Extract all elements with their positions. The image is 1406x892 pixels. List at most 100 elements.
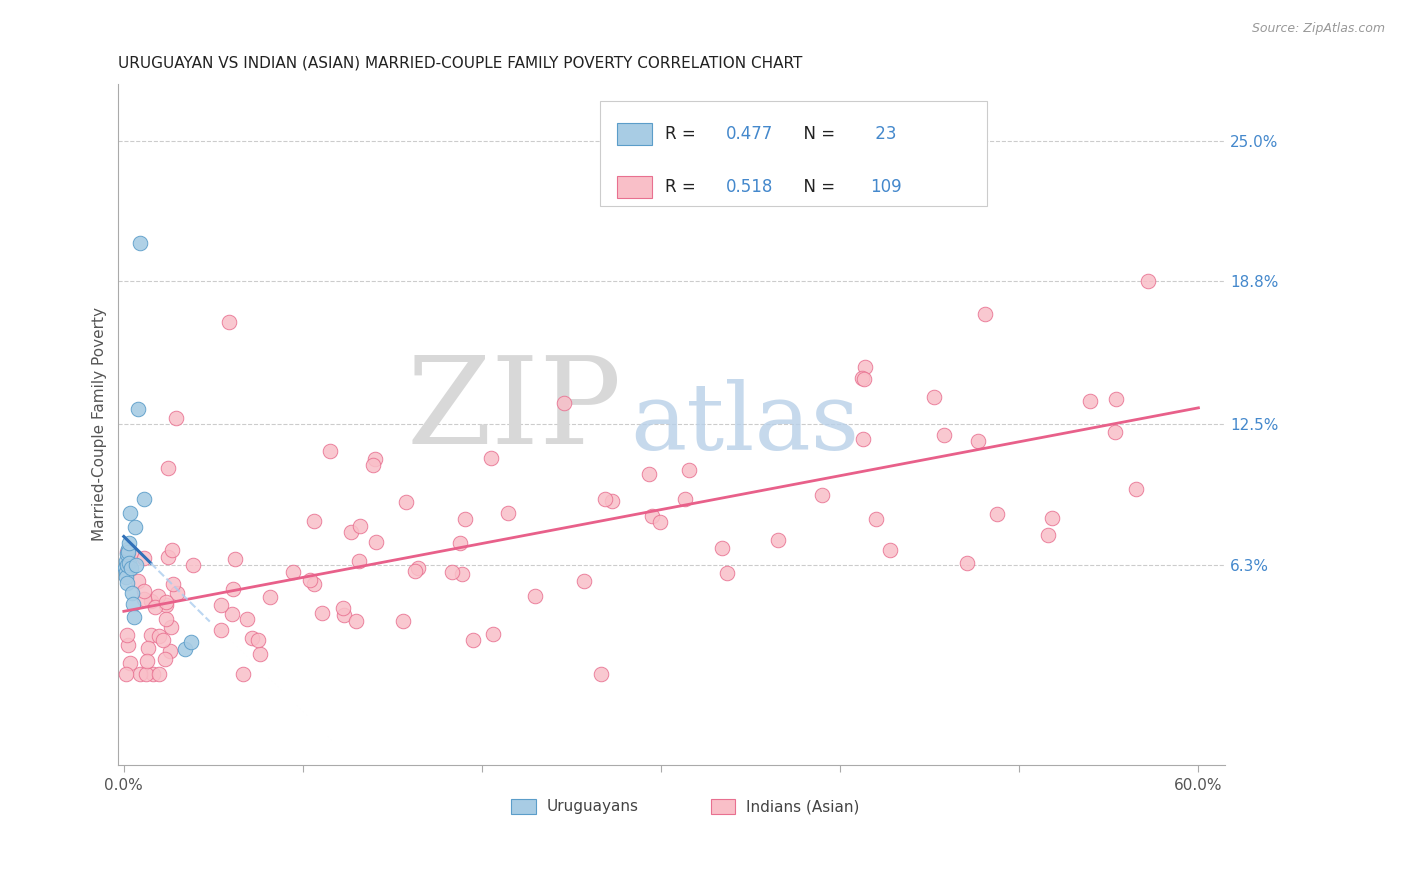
Point xyxy=(716,566,738,580)
Point xyxy=(173,642,195,657)
Point xyxy=(221,607,243,621)
Point xyxy=(1036,528,1059,542)
Point xyxy=(148,629,170,643)
Point xyxy=(1137,274,1160,288)
Point xyxy=(157,550,180,565)
Point xyxy=(117,544,139,558)
Point xyxy=(218,315,240,329)
Point xyxy=(114,565,136,579)
Point xyxy=(142,667,165,681)
Point xyxy=(156,460,179,475)
Point xyxy=(146,589,169,603)
Text: ZIP: ZIP xyxy=(406,352,621,469)
Point xyxy=(349,518,371,533)
Point xyxy=(344,614,367,628)
Point xyxy=(127,401,149,416)
Point xyxy=(966,434,988,449)
Point xyxy=(121,597,143,611)
Point xyxy=(117,576,139,591)
Point xyxy=(132,591,155,606)
Point xyxy=(441,565,464,579)
Point xyxy=(249,647,271,661)
Point xyxy=(121,585,143,599)
Point xyxy=(283,565,305,579)
Point xyxy=(240,631,263,645)
Text: Indians (Asian): Indians (Asian) xyxy=(747,799,859,814)
Point xyxy=(124,519,146,533)
Point xyxy=(811,488,834,502)
Point xyxy=(246,633,269,648)
Point xyxy=(853,359,876,374)
Point xyxy=(1040,511,1063,525)
Point xyxy=(162,542,184,557)
Point xyxy=(209,624,232,638)
Bar xyxy=(616,123,652,145)
Point xyxy=(879,543,901,558)
Point xyxy=(986,507,1008,521)
Point xyxy=(852,371,875,385)
Point xyxy=(450,567,472,582)
Point xyxy=(180,635,202,649)
Text: R =: R = xyxy=(665,125,702,144)
Point xyxy=(640,508,662,523)
Point xyxy=(132,583,155,598)
Point xyxy=(463,633,485,648)
Point xyxy=(259,590,281,604)
Y-axis label: Married-Couple Family Poverty: Married-Couple Family Poverty xyxy=(93,308,107,541)
Point xyxy=(648,516,671,530)
Point xyxy=(1105,392,1128,406)
Point xyxy=(166,586,188,600)
Point xyxy=(934,427,956,442)
Point xyxy=(129,235,152,250)
Point xyxy=(311,606,333,620)
Point xyxy=(159,644,181,658)
Point xyxy=(361,458,384,472)
Point xyxy=(449,536,471,550)
Point xyxy=(673,491,696,506)
Bar xyxy=(600,101,987,206)
Point xyxy=(304,514,326,528)
Point xyxy=(209,598,232,612)
Text: N =: N = xyxy=(793,178,839,195)
Point xyxy=(122,610,145,624)
Point xyxy=(638,467,661,481)
Point xyxy=(139,594,162,608)
Point xyxy=(117,542,139,557)
Text: R =: R = xyxy=(665,178,702,195)
Point xyxy=(115,547,138,561)
Point xyxy=(364,534,387,549)
Point xyxy=(120,546,142,560)
Text: Uruguayans: Uruguayans xyxy=(547,799,638,814)
Point xyxy=(117,638,139,652)
Point xyxy=(922,390,945,404)
Bar xyxy=(512,799,536,814)
Point xyxy=(600,494,623,508)
Point xyxy=(595,492,617,507)
Text: atlas: atlas xyxy=(630,379,859,469)
Point xyxy=(710,541,733,556)
Bar xyxy=(616,176,652,198)
Point xyxy=(118,556,141,570)
Point xyxy=(148,667,170,681)
Text: URUGUAYAN VS INDIAN (ASIAN) MARRIED-COUPLE FAMILY POVERTY CORRELATION CHART: URUGUAYAN VS INDIAN (ASIAN) MARRIED-COUP… xyxy=(118,55,803,70)
Bar xyxy=(710,799,735,814)
Point xyxy=(302,577,325,591)
Point xyxy=(392,614,415,628)
Point xyxy=(135,667,157,681)
Point xyxy=(143,600,166,615)
Point xyxy=(120,506,142,520)
Point xyxy=(678,462,700,476)
Point xyxy=(1104,425,1126,439)
Point xyxy=(851,371,873,385)
Text: 109: 109 xyxy=(870,178,901,195)
Point xyxy=(332,600,354,615)
Point xyxy=(129,667,152,681)
Point xyxy=(152,633,174,648)
Point xyxy=(498,506,520,520)
Point xyxy=(1125,482,1147,496)
Point xyxy=(155,652,177,666)
Point xyxy=(115,558,138,573)
Point xyxy=(408,561,430,575)
Point xyxy=(454,512,477,526)
Point xyxy=(118,535,141,549)
